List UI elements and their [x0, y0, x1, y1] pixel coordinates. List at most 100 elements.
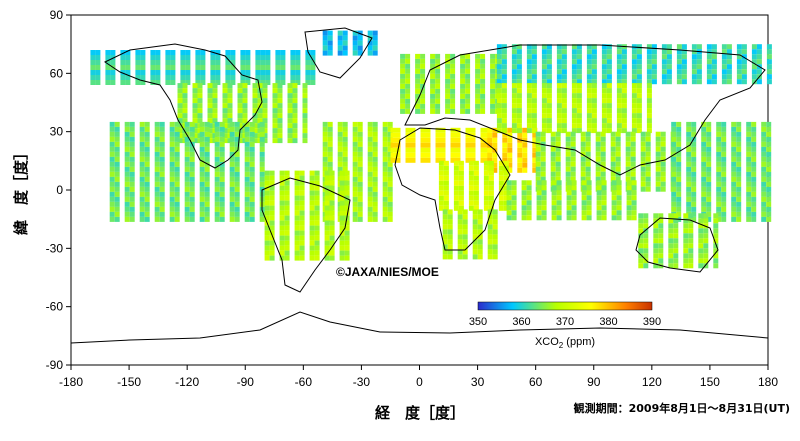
xco2-cell: [595, 176, 601, 182]
xco2-cell: [129, 156, 135, 162]
xco2-cell: [766, 191, 772, 197]
xco2-cell: [170, 65, 176, 70]
xco2-cell: [344, 220, 350, 226]
xco2-cell: [189, 151, 195, 157]
xco2-cell: [269, 205, 275, 211]
xco2-cell: [329, 245, 335, 251]
xco2-cell: [698, 238, 704, 244]
xco2-cell: [638, 223, 644, 229]
xco2-cell: [352, 35, 358, 41]
xco2-cell: [264, 225, 270, 231]
xco2-cell: [367, 151, 373, 157]
xco2-cell: [382, 196, 388, 202]
xco2-cell: [713, 263, 719, 269]
xco2-cell: [535, 156, 541, 162]
xco2-cell: [279, 185, 285, 191]
xco2-cell: [372, 181, 378, 187]
xco2-cell: [585, 151, 591, 157]
xco2-cell: [455, 157, 461, 163]
xco2-cell: [496, 49, 502, 55]
xco2-cell: [501, 49, 507, 55]
xco2-cell: [295, 75, 301, 80]
xco2-cell: [643, 243, 649, 249]
xco2-cell: [242, 83, 248, 89]
xco2-cell: [269, 190, 275, 196]
xco2-cell: [260, 50, 266, 55]
xco2-cell: [125, 75, 131, 80]
xco2-cell: [367, 136, 373, 142]
xco2-cell: [502, 142, 508, 148]
xco2-cell: [262, 113, 268, 119]
xco2-cell: [475, 93, 481, 99]
xco2-cell: [477, 224, 483, 230]
xco2-cell: [352, 211, 358, 217]
xco2-cell: [342, 126, 348, 132]
xco2-cell: [249, 166, 255, 172]
xco2-cell: [240, 80, 246, 85]
xco2-cell: [468, 160, 474, 166]
xco2-cell: [292, 88, 298, 94]
xco2-cell: [640, 146, 646, 152]
xco2-cell: [310, 60, 316, 65]
xco2-cell: [541, 93, 547, 99]
xco2-cell: [462, 254, 468, 260]
xco2-cell: [606, 128, 612, 134]
xco2-cell: [616, 108, 622, 114]
xco2-cell: [616, 180, 622, 186]
xco2-cell: [257, 113, 263, 119]
xco2-cell: [440, 152, 446, 158]
xco2-cell: [621, 79, 627, 85]
xco2-cell: [571, 180, 577, 186]
xco2-cell: [237, 113, 243, 119]
xco2-cell: [310, 80, 316, 85]
xco2-cell: [227, 98, 233, 104]
xco2-cell: [736, 146, 742, 152]
xco2-cell: [556, 118, 562, 124]
xco2-cell: [244, 201, 250, 207]
xco2-cell: [382, 156, 388, 162]
xco2-cell: [591, 93, 597, 99]
xco2-cell: [457, 254, 463, 260]
xco2-cell: [658, 258, 664, 264]
xco2-cell: [566, 215, 572, 221]
xco2-cell: [352, 50, 358, 56]
xco2-cell: [503, 160, 509, 166]
xco2-cell: [556, 44, 562, 50]
xco2-cell: [532, 162, 538, 168]
xco2-cell: [615, 146, 621, 152]
xco2-cell: [287, 93, 293, 99]
observation-period: 観測期間：2009年8月1日～8月31日(UT): [574, 401, 790, 415]
xco2-cell: [711, 44, 717, 50]
xco2-cell: [616, 128, 622, 134]
xco2-cell: [184, 191, 190, 197]
xco2-cell: [606, 123, 612, 129]
xco2-cell: [292, 98, 298, 104]
xco2-cell: [766, 121, 772, 127]
xco2-cell: [488, 200, 494, 206]
xco2-cell: [189, 136, 195, 142]
xco2-cell: [721, 201, 727, 207]
xco2-cell: [555, 161, 561, 167]
xco2-cell: [357, 186, 363, 192]
xco2-cell: [688, 223, 694, 229]
xco2-cell: [110, 50, 116, 55]
xco2-cell: [501, 103, 507, 109]
xco2-cell: [284, 200, 290, 206]
xco2-cell: [645, 171, 651, 177]
xco2-cell: [405, 68, 411, 74]
xco2-cell: [310, 50, 316, 55]
xco2-cell: [676, 136, 682, 142]
xco2-cell: [606, 59, 612, 65]
xco2-cell: [576, 79, 582, 85]
xco2-cell: [445, 98, 451, 104]
xco2-cell: [195, 70, 201, 75]
xco2-cell: [761, 186, 767, 192]
xco2-cell: [372, 126, 378, 132]
xco2-cell: [636, 59, 642, 65]
xco2-cell: [610, 136, 616, 142]
xco2-cell: [339, 195, 345, 201]
xco2-cell: [501, 108, 507, 114]
x-tick-label: 120: [642, 375, 662, 389]
xco2-cell: [214, 166, 220, 172]
xco2-cell: [219, 186, 225, 192]
